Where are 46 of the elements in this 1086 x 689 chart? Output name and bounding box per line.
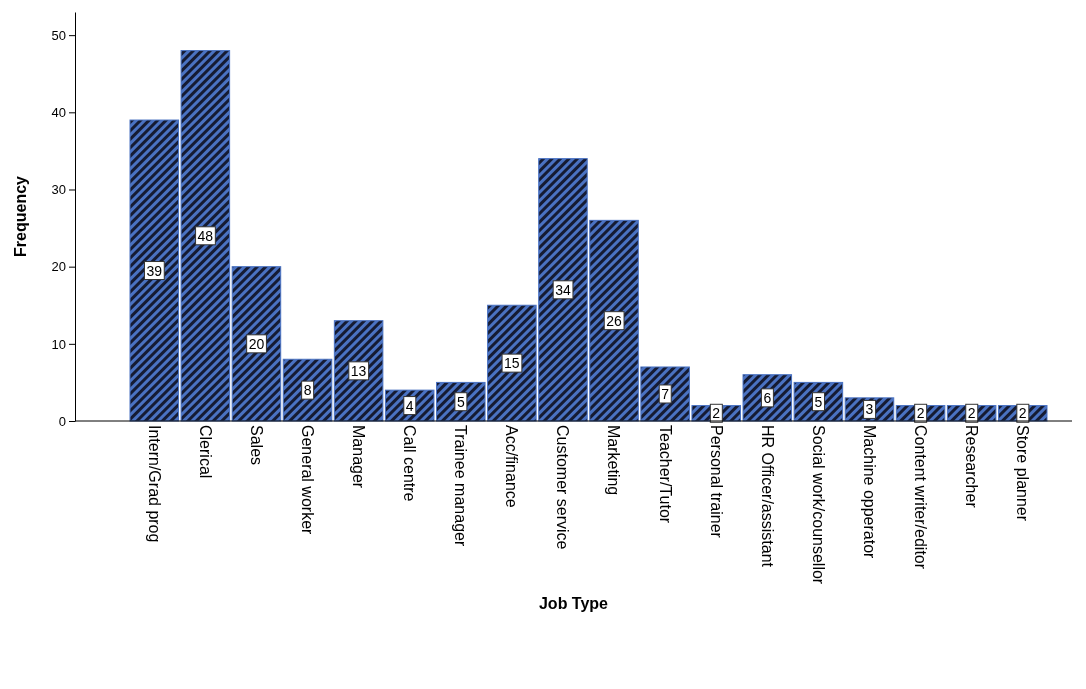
data-label: 2 xyxy=(916,405,925,422)
data-label: 39 xyxy=(146,262,163,279)
data-label: 13 xyxy=(350,362,367,379)
y-tick-label: 20 xyxy=(51,259,66,275)
y-tick-label: 0 xyxy=(58,413,66,429)
x-tick-label: Researcher xyxy=(963,425,981,509)
data-label: 20 xyxy=(248,335,265,352)
x-tick-label: Machine opperator xyxy=(860,425,878,560)
data-label: 5 xyxy=(456,393,465,410)
data-label: 8 xyxy=(303,382,312,399)
x-tick-label: Personal trainer xyxy=(707,425,725,539)
y-axis-title: Frequency xyxy=(12,175,29,257)
y-tick-label: 10 xyxy=(51,336,66,352)
data-label: 7 xyxy=(661,385,670,402)
x-tick-label: HR Officer/assistant xyxy=(758,425,776,568)
data-label: 2 xyxy=(712,405,721,422)
x-tick-label: Call centre xyxy=(401,425,419,502)
bar xyxy=(282,358,333,422)
x-tick-label: Clerical xyxy=(196,425,214,479)
data-label: 4 xyxy=(405,397,414,414)
x-tick-label: Teacher/Tutor xyxy=(656,425,674,524)
data-label: 3 xyxy=(865,401,874,418)
x-tick-label: Customer service xyxy=(554,425,572,550)
x-tick-label: Social work/counsellor xyxy=(809,425,827,585)
data-label: 6 xyxy=(763,389,772,406)
x-tick-label: Manager xyxy=(350,425,368,489)
x-tick-label: Sales xyxy=(247,425,265,466)
bar xyxy=(231,266,282,422)
data-label: 15 xyxy=(504,355,520,372)
x-tick-label: Store planner xyxy=(1014,425,1032,522)
data-label: 34 xyxy=(555,281,571,298)
x-tick-label: General worker xyxy=(298,425,316,536)
data-label: 26 xyxy=(606,312,623,329)
y-tick-label: 50 xyxy=(51,27,66,43)
x-tick-label: Content writer/editor xyxy=(911,425,929,570)
x-tick-label: Acc/finance xyxy=(503,425,521,508)
x-axis-title: Job Type xyxy=(538,594,609,612)
data-label: 48 xyxy=(197,227,214,244)
data-label: 2 xyxy=(1018,405,1027,422)
data-label: 2 xyxy=(967,405,976,422)
x-tick-label: Marketing xyxy=(605,425,623,496)
x-tick-label: Intern/Grad prog xyxy=(145,425,163,543)
data-label: 5 xyxy=(814,393,823,410)
x-tick-label: Trainee manager xyxy=(452,425,470,547)
y-tick-label: 40 xyxy=(51,104,66,120)
y-tick-label: 30 xyxy=(51,182,66,198)
